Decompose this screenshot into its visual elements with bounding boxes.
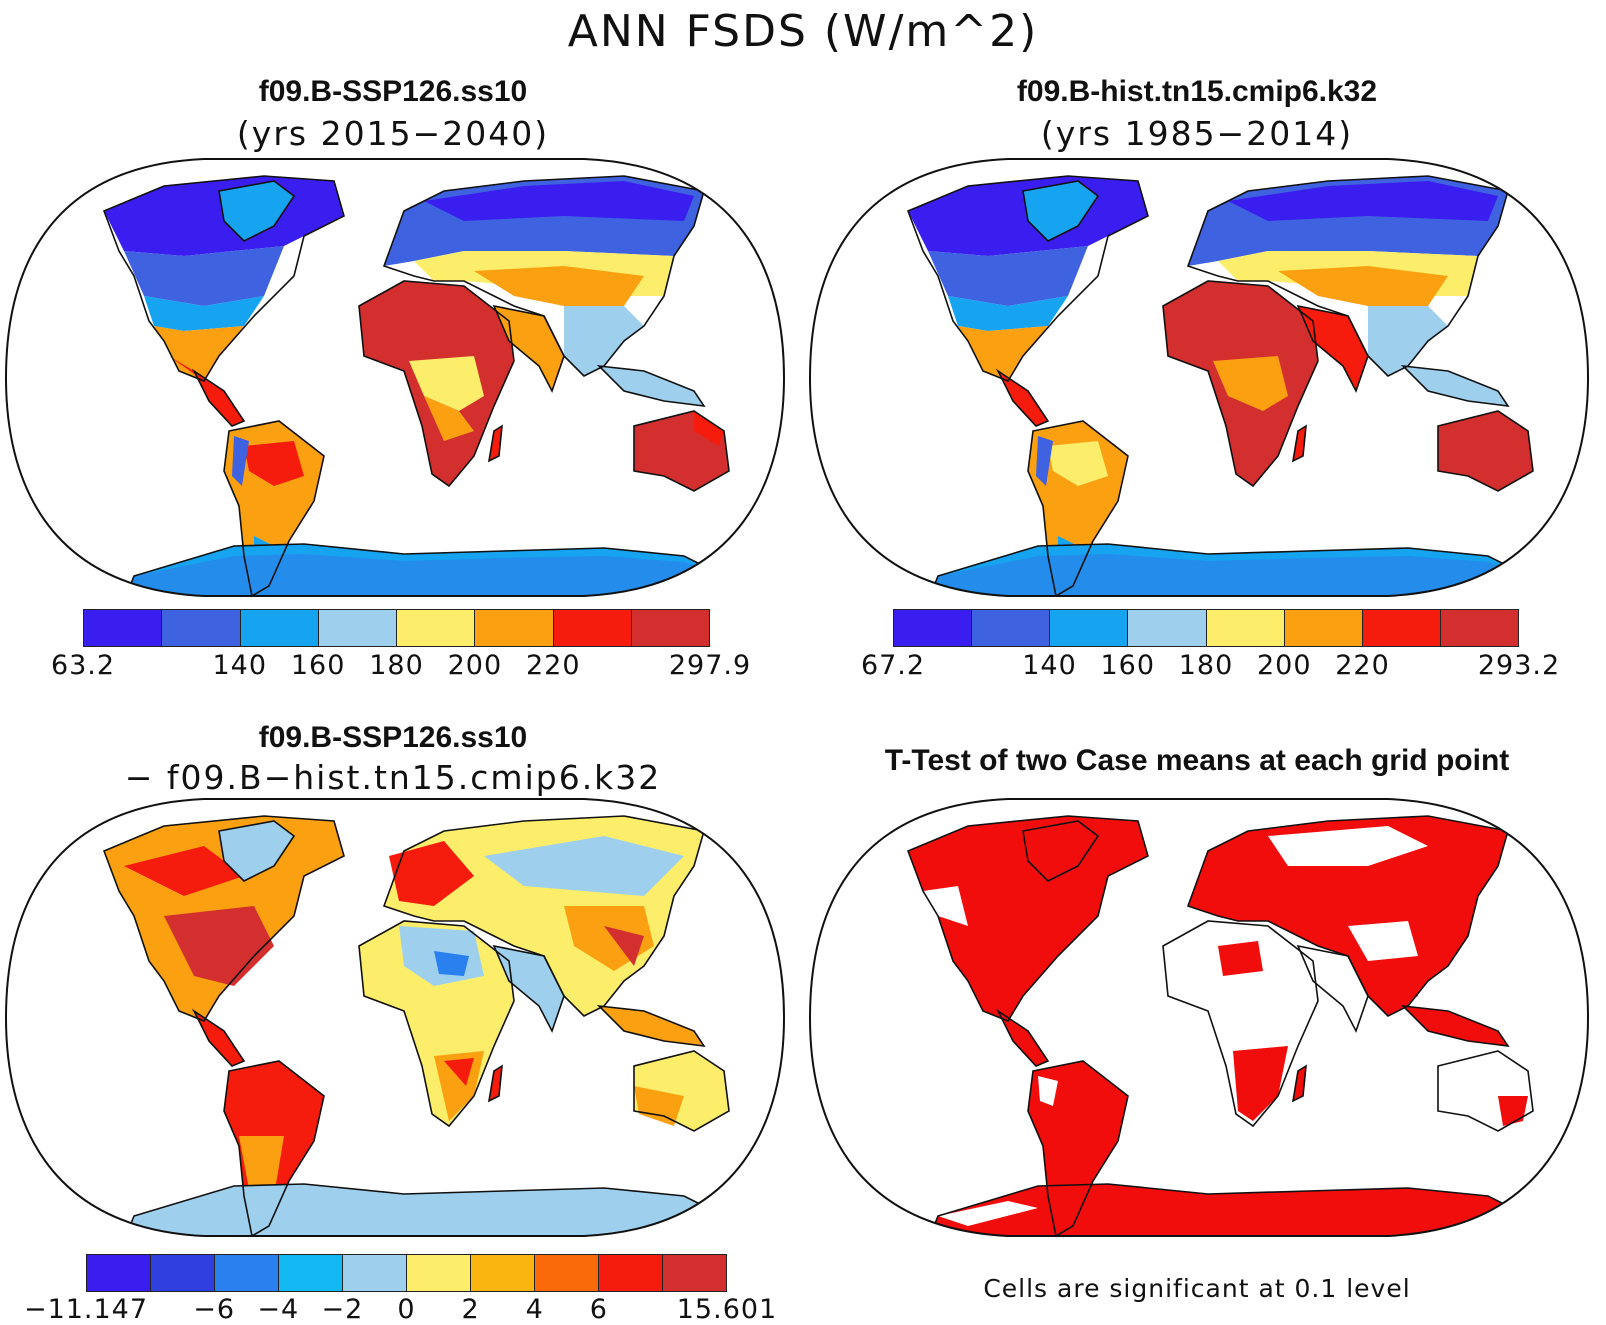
colorbar-tr-cell-5 bbox=[1284, 610, 1363, 646]
colorbar-tl-label: 140 bbox=[212, 650, 268, 681]
map-tr bbox=[808, 158, 1590, 597]
colorbar-tl-label: 200 bbox=[447, 650, 503, 681]
colorbar-tl-cell-0 bbox=[84, 610, 163, 646]
panel-tr-title: f09.B-hist.tn15.cmip6.k32 bbox=[1016, 75, 1378, 108]
colorbar-tr-cell-7 bbox=[1440, 610, 1518, 646]
significance-note: Cells are significant at 0.1 level bbox=[983, 1274, 1411, 1303]
colorbar-bl-label: −2 bbox=[321, 1294, 364, 1325]
map-br bbox=[808, 798, 1590, 1237]
panel-bl-subtitle: − f09.B−hist.tn15.cmip6.k32 bbox=[124, 758, 662, 797]
panel-br-title: T-Test of two Case means at each grid po… bbox=[884, 744, 1510, 777]
colorbar-tl-label: 63.2 bbox=[50, 650, 116, 681]
colorbar-tl-label: 220 bbox=[525, 650, 581, 681]
colorbar-bl-label: 15.601 bbox=[676, 1294, 778, 1325]
colorbar-bl-cell-7 bbox=[535, 1255, 599, 1291]
colorbar-tr-label: 200 bbox=[1256, 650, 1312, 681]
colorbar-bl-cell-1 bbox=[151, 1255, 215, 1291]
map-tl bbox=[4, 158, 786, 597]
colorbar-bl-cell-2 bbox=[215, 1255, 279, 1291]
colorbar-tl-cell-6 bbox=[553, 610, 632, 646]
colorbar-bl-cell-9 bbox=[663, 1255, 726, 1291]
figure-title: ANN FSDS (W/m^2) bbox=[567, 6, 1039, 57]
colorbar-bl-cell-0 bbox=[87, 1255, 151, 1291]
colorbar-tr bbox=[893, 609, 1519, 647]
colorbar-tr-label: 67.2 bbox=[860, 650, 926, 681]
panel-bl-title: f09.B-SSP126.ss10 bbox=[258, 721, 528, 754]
colorbar-bl-cell-8 bbox=[599, 1255, 663, 1291]
colorbar-bl-label: −6 bbox=[193, 1294, 236, 1325]
colorbar-tr-cell-2 bbox=[1050, 610, 1129, 646]
colorbar-bl-cell-3 bbox=[279, 1255, 343, 1291]
colorbar-tr-cell-0 bbox=[894, 610, 973, 646]
colorbar-tl-cell-2 bbox=[240, 610, 319, 646]
colorbar-bl-label: −4 bbox=[257, 1294, 300, 1325]
colorbar-bl-label: 2 bbox=[461, 1294, 480, 1325]
colorbar-tl-cell-1 bbox=[162, 610, 241, 646]
colorbar-tl-cell-7 bbox=[631, 610, 709, 646]
colorbar-tl-cell-4 bbox=[397, 610, 476, 646]
colorbar-tl-cell-5 bbox=[475, 610, 554, 646]
colorbar-bl-label: 0 bbox=[397, 1294, 416, 1325]
colorbar-tl-cell-3 bbox=[318, 610, 397, 646]
colorbar-bl-cell-6 bbox=[471, 1255, 535, 1291]
colorbar-tl-label: 160 bbox=[290, 650, 346, 681]
colorbar-tr-label: 293.2 bbox=[1477, 650, 1561, 681]
colorbar-tr-cell-6 bbox=[1362, 610, 1441, 646]
colorbar-tr-label: 160 bbox=[1100, 650, 1156, 681]
colorbar-bl-label: 4 bbox=[525, 1294, 544, 1325]
panel-tl-subtitle: (yrs 2015−2040) bbox=[236, 114, 550, 153]
colorbar-bl-cell-4 bbox=[343, 1255, 407, 1291]
colorbar-tl-label: 297.9 bbox=[668, 650, 752, 681]
colorbar-tr-label: 220 bbox=[1335, 650, 1390, 681]
colorbar-bl-label: −11.147 bbox=[23, 1294, 149, 1325]
panel-tl-title: f09.B-SSP126.ss10 bbox=[258, 75, 528, 108]
colorbar-bl bbox=[86, 1254, 727, 1292]
colorbar-tr-label: 140 bbox=[1022, 650, 1077, 681]
colorbar-tr-cell-1 bbox=[972, 610, 1051, 646]
colorbar-tl-label: 180 bbox=[369, 650, 424, 681]
panel-tr-subtitle: (yrs 1985−2014) bbox=[1040, 114, 1354, 153]
colorbar-tr-cell-3 bbox=[1128, 610, 1207, 646]
map-bl bbox=[4, 798, 786, 1237]
colorbar-tl bbox=[83, 609, 710, 647]
colorbar-bl-cell-5 bbox=[407, 1255, 471, 1291]
colorbar-tr-cell-4 bbox=[1206, 610, 1285, 646]
colorbar-bl-label: 6 bbox=[589, 1294, 608, 1325]
colorbar-tr-label: 180 bbox=[1178, 650, 1234, 681]
